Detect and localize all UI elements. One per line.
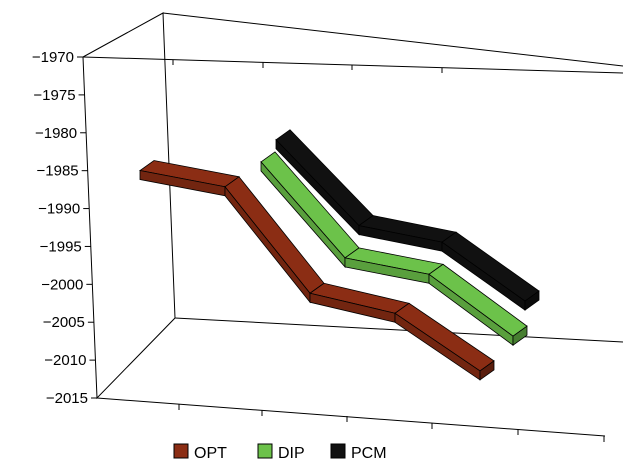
left-wall xyxy=(82,12,176,400)
ribbon-end-cap-dip xyxy=(512,325,528,346)
series-ribbons xyxy=(139,129,540,381)
legend-swatch-pcm xyxy=(330,443,346,459)
legend-item-opt: OPT xyxy=(173,443,227,462)
series-opt xyxy=(139,160,495,381)
legend-swatch-opt xyxy=(173,443,189,459)
back-wall-top xyxy=(162,12,623,67)
legend: OPT DIP PCM xyxy=(173,443,387,462)
ribbon-end-cap-pcm xyxy=(524,290,540,311)
y-tick-label: −1980 xyxy=(35,125,77,142)
y-tick-label: −2005 xyxy=(43,314,85,331)
floor-front-edge xyxy=(96,397,606,437)
y-tick-label: −1970 xyxy=(32,49,74,66)
y-tick-label: −2010 xyxy=(44,352,86,369)
y-tick-label: −1995 xyxy=(40,238,82,255)
legend-item-pcm: PCM xyxy=(330,443,387,462)
y-tick-label: −2015 xyxy=(46,390,88,407)
legend-label-dip: DIP xyxy=(278,445,305,462)
series-dip xyxy=(260,151,528,346)
legend-item-dip: DIP xyxy=(257,443,305,462)
ribbon-end-cap-opt xyxy=(479,360,495,381)
legend-label-pcm: PCM xyxy=(351,445,387,462)
y-axis: −1970 −1975 −1980 −1985 −1990 −1995 −2000 −2005… xyxy=(32,49,97,407)
legend-swatch-dip xyxy=(257,443,273,459)
y-tick-label: −1985 xyxy=(37,163,79,180)
back-wall-bottom xyxy=(174,317,623,343)
y-tick-label: −1975 xyxy=(33,87,75,104)
y-tick-label: −1990 xyxy=(38,201,80,218)
series-pcm xyxy=(275,129,540,311)
front-top-edge xyxy=(82,56,623,74)
y-tick-label: −2000 xyxy=(41,276,83,293)
legend-label-opt: OPT xyxy=(194,445,227,462)
